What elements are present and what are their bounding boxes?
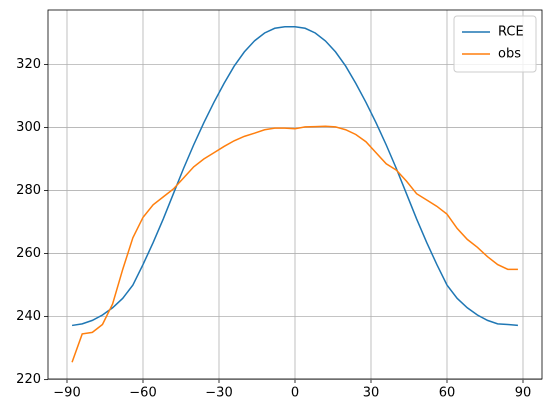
series-line [71, 25, 519, 327]
x-tick-label: −30 [205, 386, 232, 401]
legend: RCE obs [453, 15, 537, 73]
series-line [71, 125, 518, 363]
x-tick-label: −90 [53, 386, 80, 401]
plot-frame [47, 9, 543, 380]
x-tick-label: 30 [363, 386, 380, 401]
x-tick-label: 0 [291, 386, 299, 401]
y-tick-label: 260 [16, 246, 41, 261]
legend-label: RCE [498, 25, 524, 40]
y-tick-label: 240 [16, 309, 41, 324]
y-tick-label: 300 [16, 120, 41, 135]
x-tick-label: 60 [439, 386, 456, 401]
x-tick-label: 90 [515, 386, 532, 401]
x-tick-label: −60 [129, 386, 156, 401]
legend-box [453, 15, 537, 73]
legend-label: obs [498, 47, 521, 62]
y-tick-label: 220 [16, 372, 41, 387]
y-tick-label: 280 [16, 183, 41, 198]
y-tick-label: 320 [16, 57, 41, 72]
